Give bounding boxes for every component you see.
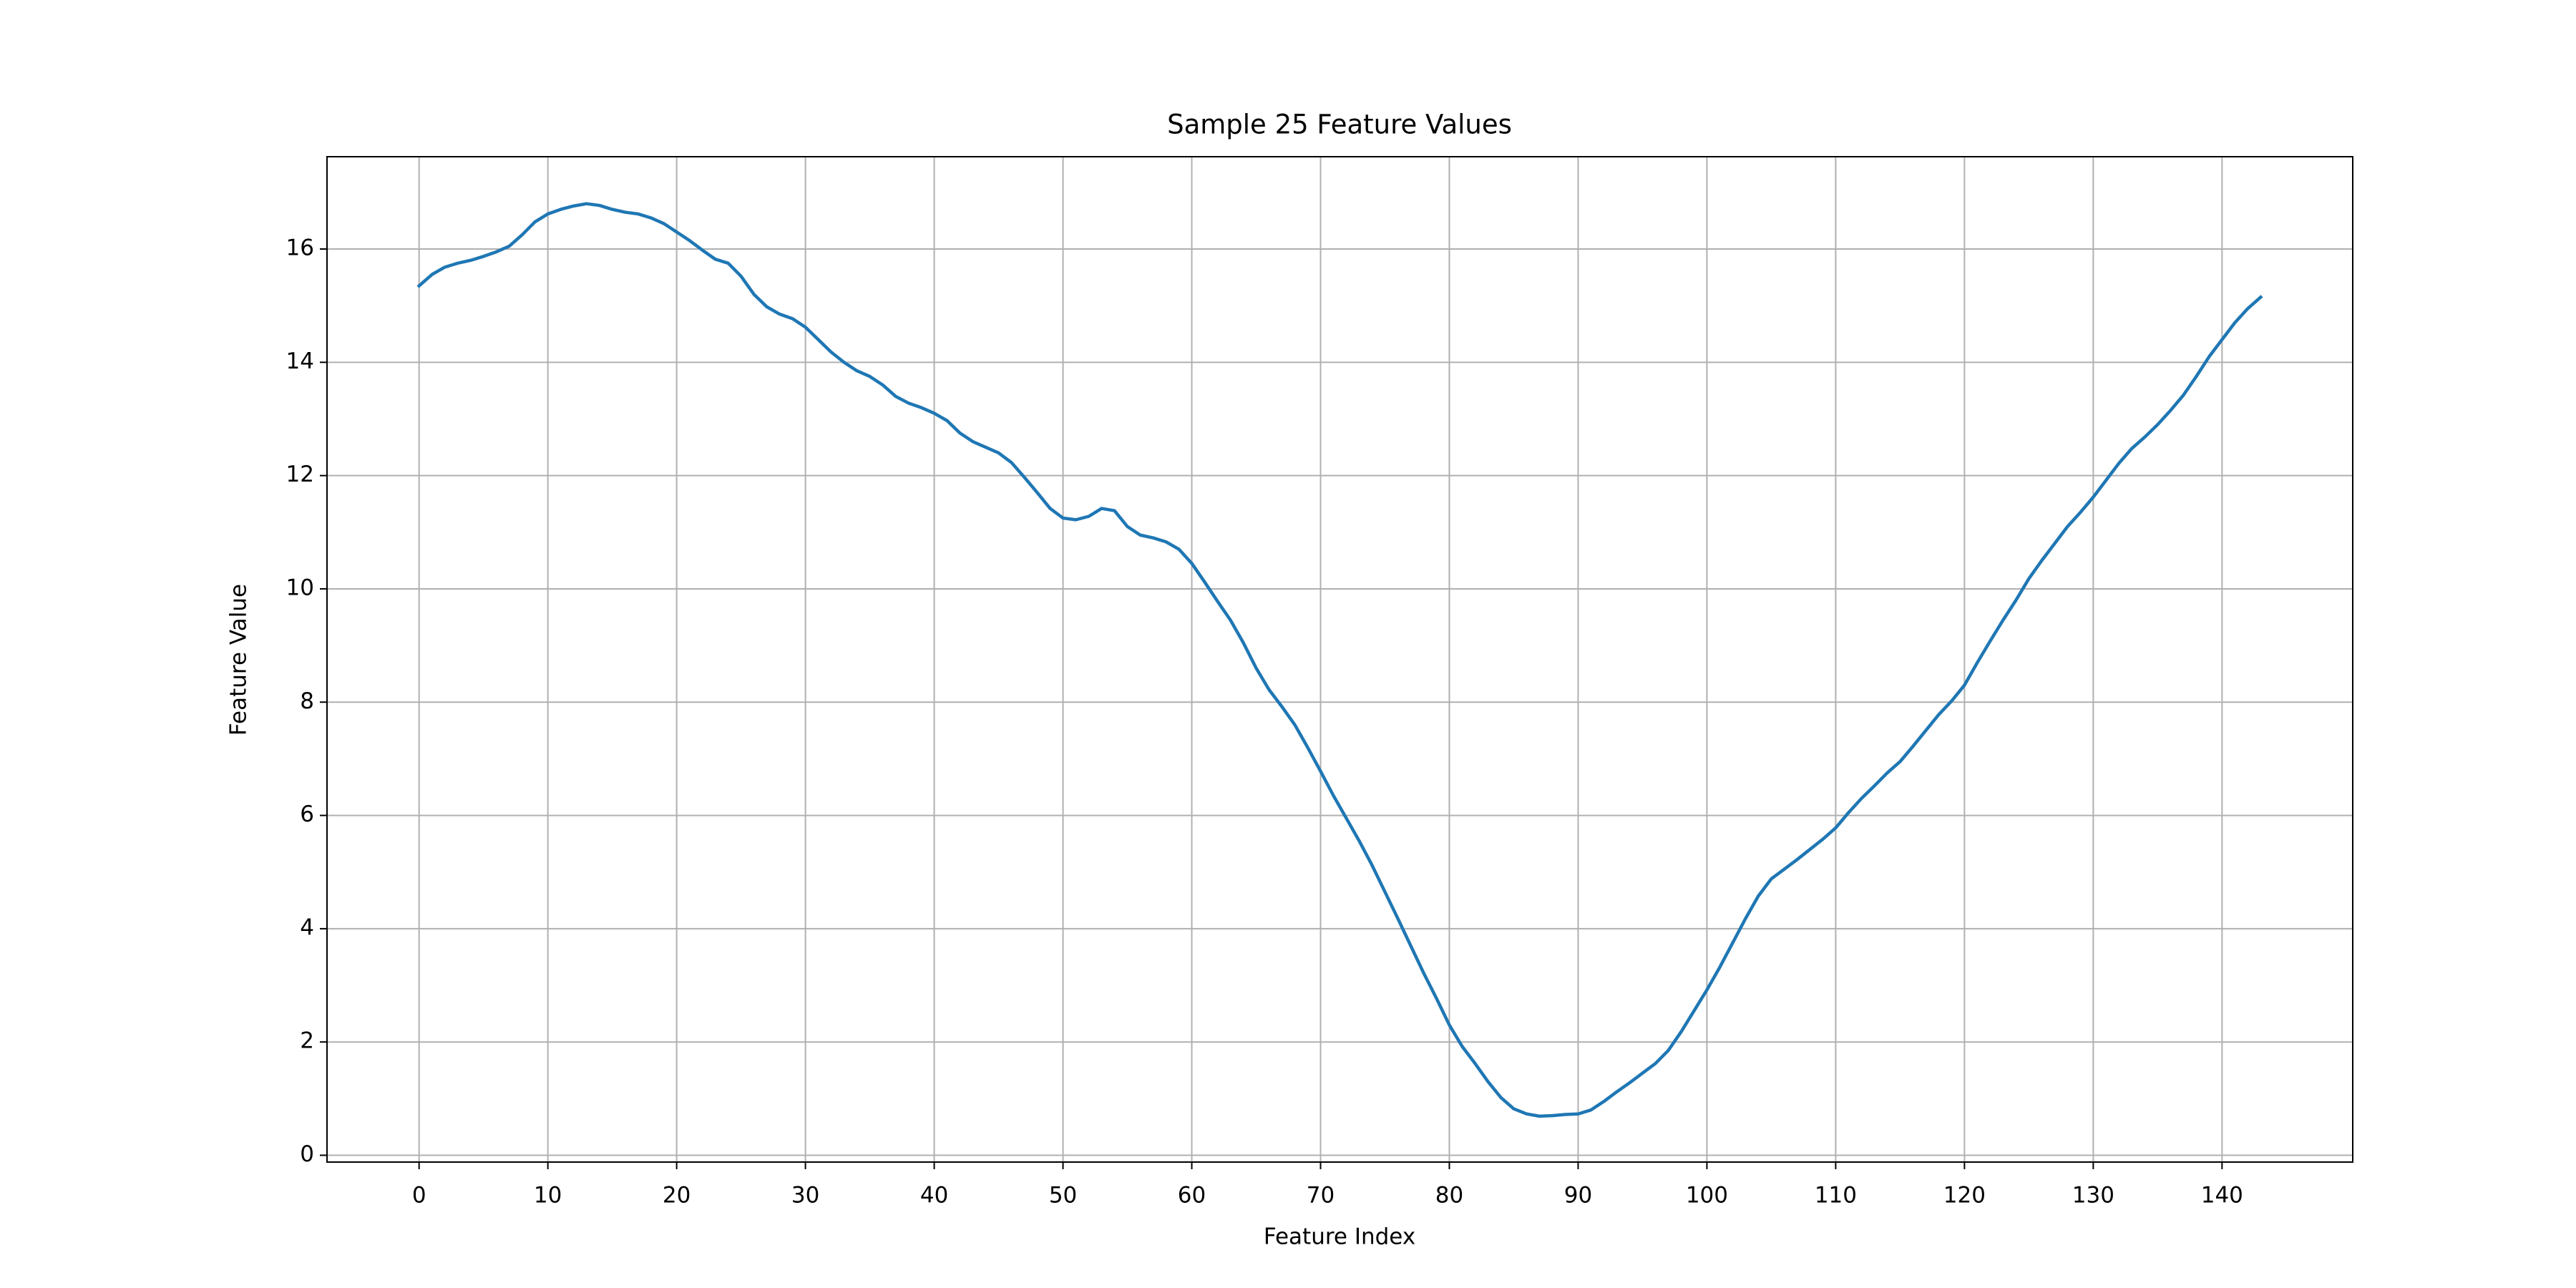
x-tick-label: 20	[663, 1183, 691, 1209]
data-line	[416, 202, 2263, 1118]
y-tick-label: 14	[286, 348, 314, 374]
x-tick-label: 0	[412, 1183, 426, 1209]
y-tick-label: 8	[300, 688, 314, 714]
x-tick-label: 80	[1435, 1183, 1463, 1209]
y-tick-label: 16	[286, 235, 314, 261]
y-tick-label: 10	[286, 575, 314, 600]
x-tick-label: 100	[1686, 1183, 1728, 1209]
x-tick-label: 40	[920, 1183, 948, 1209]
x-tick-label: 10	[534, 1183, 562, 1209]
y-tick-label: 0	[300, 1141, 314, 1167]
chart-title: Sample 25 Feature Values	[1167, 109, 1512, 140]
x-tick-label: 90	[1564, 1183, 1592, 1209]
x-axis-label: Feature Index	[1264, 1224, 1415, 1250]
y-tick-label: 6	[300, 801, 314, 827]
x-tick-label: 130	[2072, 1183, 2114, 1209]
y-axis-label: Feature Value	[226, 584, 252, 736]
y-tick-label: 12	[286, 462, 314, 487]
x-tick-label: 70	[1307, 1183, 1335, 1209]
x-tick-label: 110	[1815, 1183, 1857, 1209]
x-tick-label: 50	[1049, 1183, 1077, 1209]
y-tick-label: 2	[300, 1028, 314, 1054]
y-tick-label: 4	[300, 914, 314, 940]
plot-frame	[326, 156, 2353, 1163]
x-tick-label: 140	[2201, 1183, 2243, 1209]
x-tick-label: 30	[791, 1183, 819, 1209]
x-tick-label: 120	[1943, 1183, 1986, 1209]
x-tick-label: 60	[1178, 1183, 1206, 1209]
